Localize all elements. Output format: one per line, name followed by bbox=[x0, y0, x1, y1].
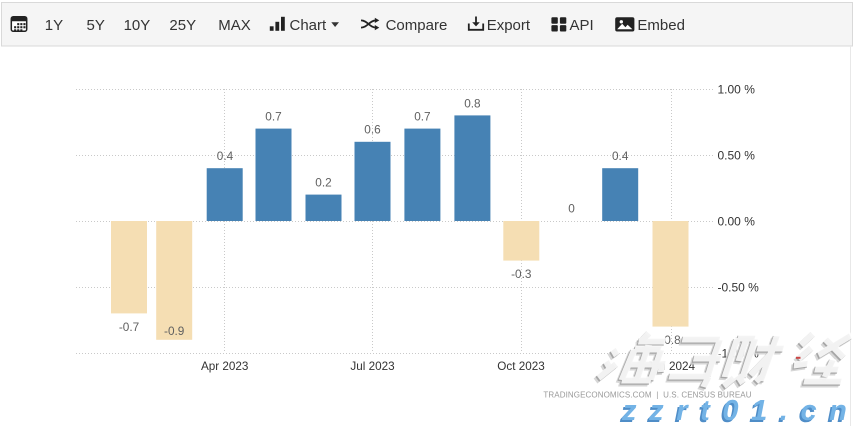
svg-text:Apr 2023: Apr 2023 bbox=[201, 360, 248, 373]
svg-text:Chart: Chart bbox=[290, 17, 328, 34]
svg-text:0.6: 0.6 bbox=[364, 123, 381, 137]
svg-text:-0.7: -0.7 bbox=[119, 320, 139, 334]
svg-text:0.00 %: 0.00 % bbox=[718, 215, 756, 229]
svg-text:Export: Export bbox=[487, 17, 531, 34]
svg-text:API: API bbox=[570, 17, 594, 34]
svg-text:-0.3: -0.3 bbox=[511, 267, 532, 281]
svg-text:zzrt01.cn: zzrt01.cn bbox=[621, 395, 855, 426]
svg-text:10Y: 10Y bbox=[124, 17, 151, 34]
svg-text:0.7: 0.7 bbox=[265, 110, 281, 124]
svg-text:-0.50 %: -0.50 % bbox=[718, 281, 760, 295]
svg-text:0.50 %: 0.50 % bbox=[718, 149, 756, 163]
svg-text:-0.8: -0.8 bbox=[660, 333, 681, 347]
svg-text:TRADINGECONOMICS.COM | U.S.: TRADINGECONOMICS.COM | U.S. CENSUS BUREA… bbox=[543, 390, 751, 399]
svg-text:-0.9: -0.9 bbox=[164, 324, 184, 338]
svg-text:1Y: 1Y bbox=[45, 17, 63, 34]
svg-text:25Y: 25Y bbox=[169, 17, 196, 34]
svg-text:MAX: MAX bbox=[218, 17, 251, 34]
svg-text:0.8: 0.8 bbox=[464, 96, 481, 110]
svg-text:0.4: 0.4 bbox=[612, 149, 629, 163]
svg-text:Oct 2023: Oct 2023 bbox=[497, 360, 544, 373]
svg-text:Jul 2023: Jul 2023 bbox=[350, 360, 394, 373]
svg-text:0.7: 0.7 bbox=[414, 110, 430, 124]
svg-text:1.00 %: 1.00 % bbox=[718, 83, 756, 97]
svg-text:Compare: Compare bbox=[386, 17, 448, 34]
svg-text:0: 0 bbox=[568, 202, 575, 216]
svg-text:0.4: 0.4 bbox=[217, 149, 234, 163]
svg-text:0.2: 0.2 bbox=[315, 176, 331, 190]
svg-text:5Y: 5Y bbox=[87, 17, 105, 34]
svg-text:zzrt01.cn: zzrt01.cn bbox=[619, 397, 855, 426]
svg-text:Embed: Embed bbox=[637, 17, 685, 34]
